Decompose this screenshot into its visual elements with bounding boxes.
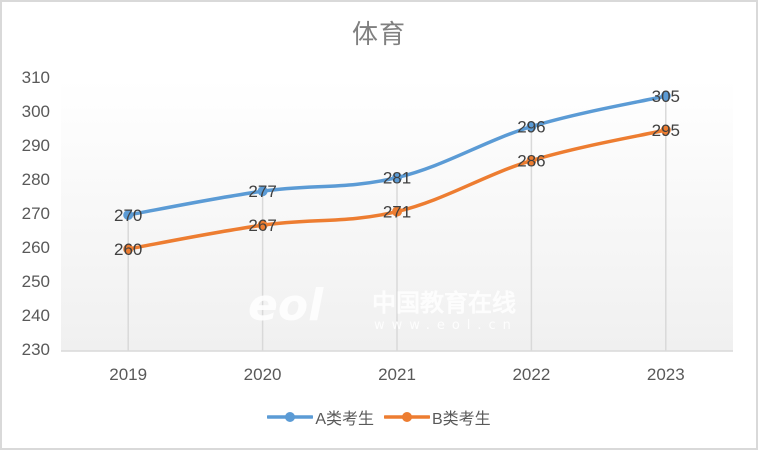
y-tick-label: 240 [21, 306, 50, 325]
watermark-url: www.eol.cn [374, 318, 518, 333]
series-lines [123, 91, 671, 254]
legend-label: A类考生 [315, 411, 374, 428]
data-label: 305 [652, 87, 680, 106]
y-tick-label: 300 [21, 102, 50, 121]
watermark: eol 中国教育在线 www.eol.cn [248, 280, 518, 333]
data-label: 260 [114, 240, 142, 259]
y-tick-label: 230 [21, 340, 50, 359]
data-point-marker [257, 186, 268, 197]
data-point-marker [257, 220, 268, 231]
watermark-logo: eol [248, 280, 324, 331]
watermark-text: 中国教育在线 [372, 289, 516, 317]
data-point-marker [123, 244, 134, 254]
y-tick-label: 260 [21, 238, 50, 257]
data-point-marker [392, 172, 402, 183]
y-tick-label: 310 [21, 68, 50, 87]
data-label: 296 [517, 118, 545, 137]
data-label: 281 [383, 169, 411, 188]
data-label: 267 [248, 216, 276, 235]
data-label: 277 [248, 182, 276, 201]
data-label: 286 [517, 152, 545, 171]
x-tick-label: 2019 [109, 365, 148, 384]
x-tick-label: 2022 [512, 365, 551, 384]
y-tick-label: 290 [21, 136, 50, 155]
data-point-marker [660, 91, 671, 101]
data-point-marker [526, 155, 537, 166]
data-label: 271 [383, 203, 411, 222]
data-point-marker [660, 125, 671, 135]
data-point-marker [123, 210, 134, 220]
data-labels: 270 277 281 296 305 260 267 271 286 295 [114, 87, 680, 259]
y-tick-label: 250 [21, 272, 50, 291]
legend-line-marker-icon [384, 412, 430, 422]
data-label: 295 [652, 121, 680, 140]
y-tick-label: 270 [21, 204, 50, 223]
legend-item-a[interactable]: A类考生 [267, 405, 374, 429]
data-label: 270 [114, 206, 142, 225]
x-tick-label: 2023 [646, 365, 685, 384]
data-point-marker [526, 121, 537, 132]
legend-label: B类考生 [432, 411, 491, 428]
legend-line-marker-icon [267, 412, 314, 422]
legend: A类考生 B类考生 [0, 405, 758, 429]
chart-title: 体育 [351, 20, 406, 50]
x-tick-label: 2021 [378, 365, 416, 384]
x-tick-label: 2020 [243, 365, 282, 384]
data-point-marker [392, 206, 402, 217]
y-tick-label: 280 [21, 170, 50, 189]
legend-item-b[interactable]: B类考生 [384, 405, 491, 429]
